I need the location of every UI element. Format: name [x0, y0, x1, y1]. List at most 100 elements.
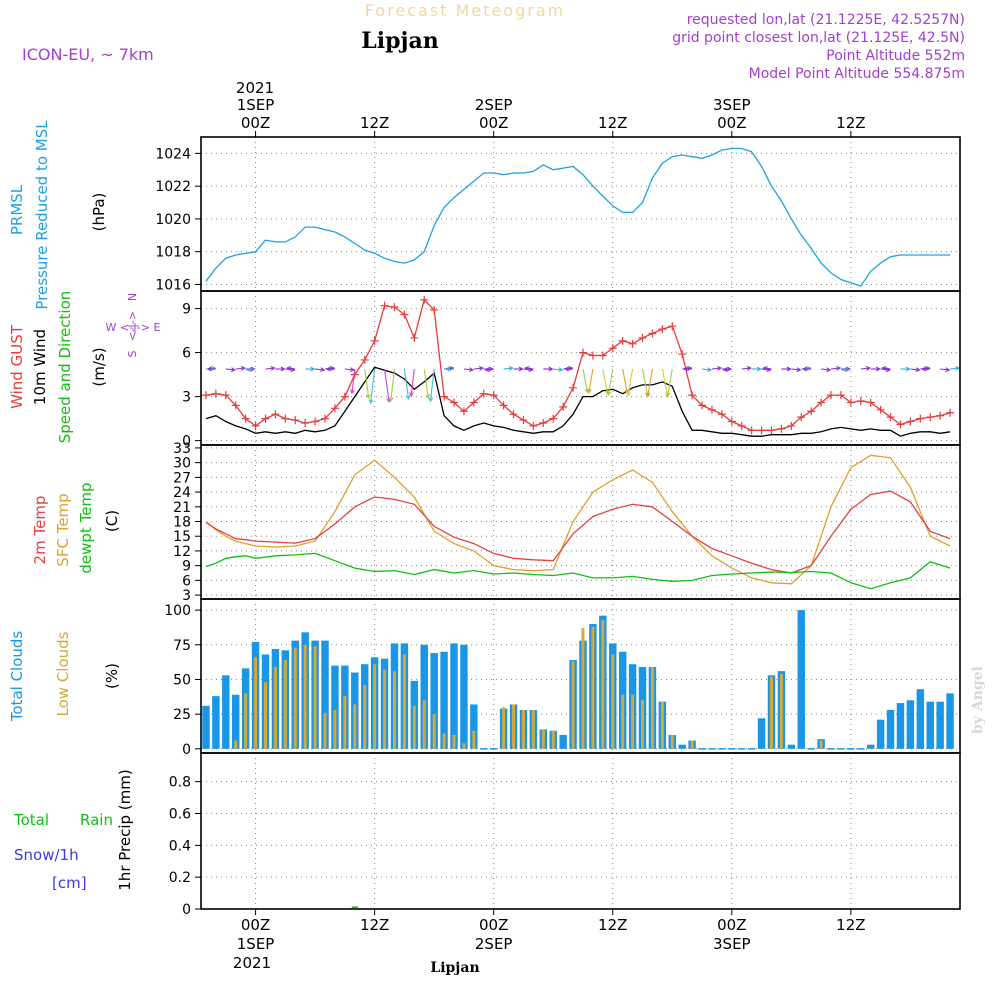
total-cloud-bar	[331, 665, 339, 749]
footer-location: Lipjan	[430, 960, 479, 976]
low-cloud-bar	[254, 657, 258, 749]
temp-2m-label: 2m Temp	[31, 496, 49, 565]
wind-direction-arrow	[647, 368, 653, 397]
wind-arrow-head	[310, 366, 316, 372]
wind-arrow-head	[230, 367, 236, 373]
wind-direction-arrow	[821, 368, 831, 371]
top-date-label-0: 1SEP	[237, 96, 275, 114]
gust-marker	[211, 389, 220, 398]
wind-arrow-head	[717, 365, 723, 371]
low-cloud-bar	[581, 628, 585, 749]
wind-arrow-head	[626, 391, 631, 397]
gust-marker	[777, 424, 786, 433]
gust-marker	[598, 351, 607, 360]
low-clouds-label: Low Clouds	[54, 631, 72, 716]
gust-marker	[936, 411, 945, 420]
wind-arrow-head	[682, 366, 688, 372]
top-tick-label-3: 12Z	[598, 114, 627, 132]
low-cloud-bar	[432, 714, 436, 749]
temp-ytick-label-5: 18	[173, 515, 191, 531]
precip-ytick-label-2: 0.4	[169, 838, 191, 854]
total-clouds-label: Total Clouds	[8, 631, 26, 723]
gust-marker	[588, 351, 597, 360]
gust-marker	[737, 421, 746, 430]
wind-direction-arrow	[225, 368, 235, 371]
low-cloud-bar	[571, 661, 575, 749]
precip-cm-label: [cm]	[52, 874, 87, 892]
pressure-label-sub: Pressure Reduced to MSL	[33, 120, 51, 310]
wind-arrow-head	[469, 367, 475, 373]
wind-direction-arrow	[940, 368, 950, 371]
wind-arrow-head	[915, 367, 921, 373]
gust-marker	[797, 413, 806, 422]
wind-arrow-head	[802, 366, 807, 372]
low-cloud-bar	[422, 700, 426, 749]
wind-arrow-head	[945, 367, 951, 373]
wind-direction-arrow	[842, 368, 851, 371]
wind-direction-arrow	[423, 368, 429, 398]
precip-axis-label: 1hr Precip (mm)	[116, 769, 134, 890]
gust-marker	[479, 389, 488, 398]
gust-marker	[380, 301, 389, 310]
low-cloud-bar	[392, 671, 396, 749]
total-cloud-bar	[946, 693, 954, 749]
wind-direction-arrow	[247, 368, 256, 371]
compass-s: S	[126, 350, 139, 357]
low-cloud-bar	[333, 709, 337, 749]
compass-n: N	[126, 293, 139, 301]
wind-direction-arrow	[503, 367, 513, 370]
wind-direction-arrow	[265, 367, 275, 370]
gust-marker	[658, 325, 667, 334]
wind-arrow-head	[270, 365, 276, 371]
wind-arrow-head	[444, 366, 450, 372]
wind-ytick-label-2: 6	[182, 346, 191, 362]
precip-rain-label: Rain	[80, 811, 113, 829]
pressure-unit: (hPa)	[90, 193, 108, 232]
wind-arrow-head	[484, 367, 490, 372]
low-cloud-bar	[670, 734, 674, 749]
gust-marker	[787, 421, 796, 430]
gust-marker	[539, 419, 548, 427]
wind-direction-arrow	[364, 368, 370, 398]
wind-arrow-head	[865, 365, 871, 371]
gust-marker	[668, 322, 677, 331]
total-cloud-bar	[936, 701, 944, 749]
total-cloud-bar	[440, 651, 448, 749]
gust-marker	[360, 355, 369, 364]
total-cloud-bar	[787, 744, 796, 749]
wind-arrow-head	[587, 388, 592, 394]
low-cloud-bar	[452, 734, 456, 749]
wind-arrow-head	[606, 391, 612, 397]
low-cloud-bar	[293, 647, 297, 749]
gust-marker	[827, 391, 836, 400]
gust-marker	[807, 407, 816, 416]
gust-marker	[608, 344, 617, 353]
clouds-ytick-label-2: 50	[173, 672, 191, 688]
pressure-ytick-label-4: 1024	[155, 146, 191, 162]
total-cloud-bar	[757, 718, 766, 749]
wind-arrow-head	[280, 366, 286, 372]
wind-direction-arrow	[235, 367, 245, 370]
wind-10m-label: 10m Wind	[31, 329, 49, 405]
wind-arrow-head	[665, 392, 671, 398]
wind-arrow-head	[563, 366, 569, 372]
gust-marker	[201, 391, 210, 400]
low-cloud-bar	[383, 669, 387, 749]
wind-direction-arrow	[763, 367, 772, 370]
total-cloud-bar	[797, 610, 805, 749]
clouds-ytick-label-1: 25	[173, 707, 191, 723]
gust-marker	[459, 407, 468, 416]
wind-direction-arrow	[370, 368, 376, 404]
clouds-ytick-label-0: 0	[182, 742, 191, 758]
requested-coords: requested lon,lat (21.1225E, 42.5257N)	[687, 12, 965, 28]
wind-arrow-head	[921, 366, 927, 372]
wind-direction-arrow	[950, 367, 960, 370]
wind-ytick-label-3: 9	[182, 302, 191, 318]
total-cloud-bar	[321, 640, 329, 749]
top-year: 2021	[236, 79, 274, 97]
wind-arrow-head	[320, 367, 326, 373]
wind-direction-arrow	[860, 367, 870, 370]
